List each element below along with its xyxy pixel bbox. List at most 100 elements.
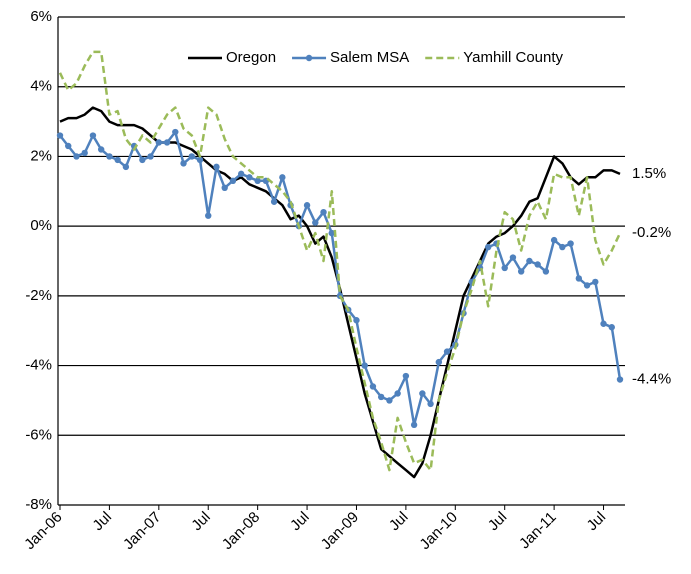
series-marker [73, 153, 80, 160]
series-marker [237, 170, 245, 178]
x-tick: Jan-10 [416, 509, 460, 553]
series-marker [386, 397, 393, 404]
series-marker [172, 128, 179, 136]
legend-label: Oregon [226, 49, 276, 66]
series-marker [592, 278, 599, 286]
series-marker [163, 139, 171, 146]
series-marker [56, 132, 64, 139]
x-tick-label: Jul [584, 509, 610, 535]
series-marker [97, 146, 105, 153]
series-marker [402, 372, 410, 380]
x-tick: Jan-07 [120, 509, 164, 553]
y-tick-label: 2% [30, 147, 52, 164]
series-marker [147, 153, 154, 160]
y-tick-label: -8% [25, 496, 52, 513]
y-tick-label: 6% [30, 8, 52, 25]
series-marker [320, 209, 327, 216]
y-tick-label: -4% [25, 357, 52, 374]
series-marker [303, 202, 311, 209]
series-marker [205, 212, 212, 219]
series-marker [328, 229, 335, 237]
series-marker [114, 156, 121, 164]
series-marker [188, 153, 195, 160]
series-marker [567, 240, 574, 247]
x-tick: Jan-11 [516, 509, 560, 553]
series-marker [526, 257, 533, 265]
series-marker [229, 177, 237, 185]
x-tick: Jul [89, 509, 115, 535]
x-tick: Jul [584, 509, 610, 535]
y-tick-label: 4% [30, 78, 52, 95]
x-tick: Jul [188, 509, 214, 535]
end-label: 1.5% [632, 165, 666, 182]
x-tick: Jul [386, 509, 412, 535]
x-tick-label: Jan-09 [318, 509, 362, 553]
series-marker [410, 421, 418, 429]
end-label: -4.4% [632, 370, 671, 387]
y-tick-label: -2% [25, 287, 52, 304]
series-marker [89, 132, 97, 139]
x-tick: Jan-06 [21, 509, 65, 553]
series-marker [608, 324, 615, 331]
series-marker [213, 163, 220, 171]
x-tick: Jul [287, 509, 313, 535]
series-marker [270, 198, 278, 205]
end-label: -0.2% [632, 224, 671, 241]
x-tick-label: Jul [188, 509, 214, 535]
series-marker [559, 243, 566, 251]
series-marker [377, 393, 385, 401]
x-tick: Jan-09 [318, 509, 362, 553]
series-line [58, 50, 622, 472]
x-tick-label: Jul [386, 509, 412, 535]
series-marker [435, 358, 443, 366]
y-tick-label: -6% [25, 426, 52, 443]
series-marker [221, 184, 228, 191]
series-marker [312, 219, 319, 226]
series-marker [427, 400, 434, 408]
series-marker [542, 268, 550, 275]
legend-marker [305, 54, 313, 62]
x-tick-label: Jul [287, 509, 313, 535]
series-marker [246, 174, 253, 181]
x-tick: Jul [485, 509, 511, 535]
x-tick-label: Jan-11 [516, 509, 560, 553]
series-marker [534, 261, 541, 268]
series-marker [279, 174, 286, 181]
x-tick-label: Jul [485, 509, 511, 535]
x-tick-label: Jan-07 [120, 509, 164, 553]
series-marker [361, 362, 368, 369]
x-tick-label: Jan-10 [416, 509, 460, 553]
y-tick-label: 0% [30, 217, 52, 234]
x-tick: Jan-08 [219, 509, 263, 553]
series-marker [106, 153, 113, 160]
x-tick-label: Jan-06 [21, 509, 65, 553]
series-marker [180, 160, 187, 167]
series-marker [583, 282, 591, 289]
series-marker [81, 149, 88, 157]
series-marker [369, 383, 377, 390]
series-marker [485, 243, 492, 251]
x-tick-label: Jul [89, 509, 115, 535]
series-marker [419, 390, 426, 397]
legend-label: Salem MSA [330, 49, 409, 66]
series-line [59, 130, 622, 427]
legend-label: Yamhill County [463, 49, 563, 66]
series-marker [65, 142, 72, 150]
series-marker [616, 376, 624, 383]
series-marker [443, 348, 451, 355]
series-marker [122, 163, 130, 171]
series-marker [155, 139, 163, 146]
series-marker [254, 177, 261, 185]
series-marker [394, 390, 401, 397]
series-marker [353, 317, 360, 324]
x-tick-label: Jan-08 [219, 509, 263, 553]
series-marker [550, 236, 558, 244]
series-marker [196, 156, 204, 164]
series-marker [600, 320, 607, 327]
series-marker [501, 264, 508, 272]
series-marker [575, 275, 583, 282]
series-marker [517, 268, 525, 275]
series-marker [509, 254, 517, 261]
series-marker [139, 156, 146, 164]
